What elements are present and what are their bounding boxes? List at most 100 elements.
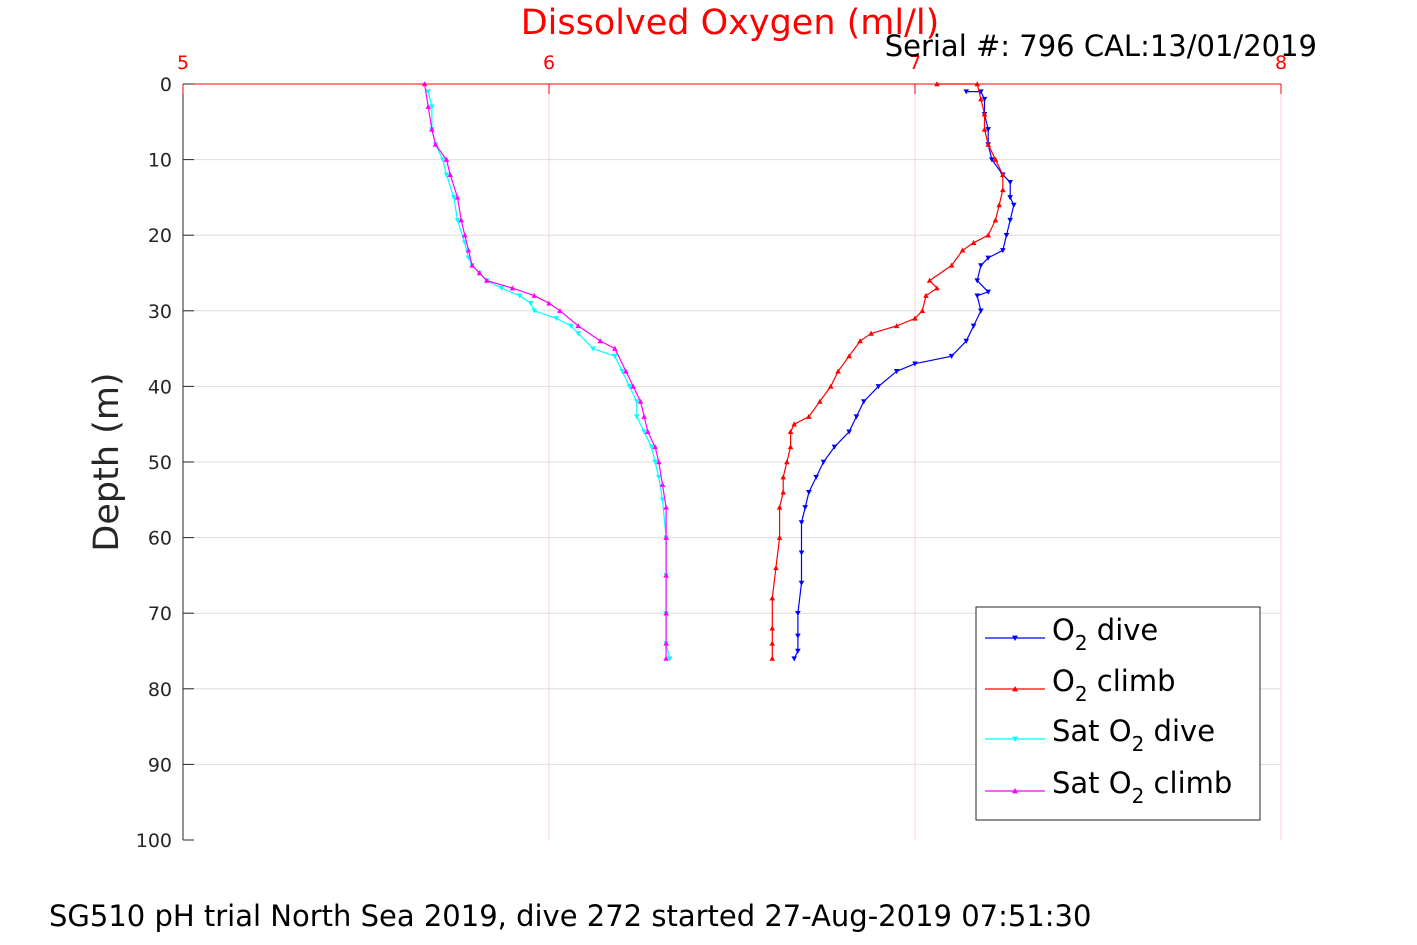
data-point [989,157,995,163]
data-point [948,262,955,268]
data-point [590,346,596,352]
data-point [612,345,618,351]
legend-swatch-marker [1012,635,1018,641]
data-point [623,368,629,374]
chart-title: Dissolved Oxygen (ml/l) [521,3,940,43]
data-point [787,444,794,450]
data-point [498,285,505,291]
data-point [919,308,926,314]
data-point [769,655,776,661]
data-point [912,361,918,367]
data-point [659,481,666,487]
data-point [798,550,805,556]
data-point [978,89,984,95]
y-tick-label: 60 [148,528,172,550]
data-point [963,338,970,344]
data-point [652,459,658,465]
data-point [641,413,647,419]
data-point [619,369,625,375]
series-3 [421,81,669,661]
data-point [776,534,783,540]
data-point [802,505,808,511]
data-point [776,504,783,510]
data-point [974,278,981,284]
y-axis-label: Depth (m) [87,372,127,551]
data-point [784,459,790,465]
data-point [853,414,860,420]
data-point [447,171,453,177]
data-point [791,656,798,662]
data-point [663,534,669,540]
data-point [769,625,776,631]
data-point [985,141,991,147]
data-point [831,444,838,450]
data-point [553,316,560,322]
data-point [828,383,834,389]
data-point [846,429,852,435]
series-2 [425,89,673,662]
data-point [926,277,933,283]
data-point [1007,180,1013,186]
data-point [1007,195,1013,201]
data-point [659,497,666,503]
data-point [835,368,841,374]
data-point [634,414,640,420]
legend-swatch-marker [1012,736,1018,742]
data-point [996,202,1002,208]
data-point [425,89,432,95]
data-point [769,595,776,601]
data-point [626,384,633,390]
y-tick-label: 40 [148,376,172,398]
data-point [641,429,647,435]
data-point [509,285,516,291]
y-tick-label: 100 [136,830,172,852]
data-point [857,338,863,344]
data-point [875,384,882,390]
data-point [780,474,787,480]
data-point [663,504,669,510]
data-point [440,157,446,163]
data-point [992,156,999,162]
data-point [637,398,644,404]
data-point [454,194,461,200]
data-point [652,444,658,450]
data-point [791,421,798,427]
data-point [645,428,651,434]
y-tick-label: 20 [148,225,172,247]
data-point [663,610,669,616]
data-point [469,262,475,268]
data-point [985,255,991,261]
data-point [429,126,435,132]
data-point [798,580,805,586]
data-point [985,289,991,295]
legend: O2 dive O2 climb Sat O2 dive Sat O2 climb [975,606,1261,821]
data-point [813,474,819,480]
data-point [963,89,970,95]
series-line [424,83,667,659]
data-point [981,126,988,132]
data-point [1000,187,1006,193]
data-point [817,398,823,404]
data-point [443,156,450,162]
legend-entry: Sat O2 dive [985,714,1215,756]
data-point [451,195,457,201]
y-tick-label: 50 [148,452,172,474]
data-point [934,285,940,291]
legend-entry: O2 climb [985,664,1176,706]
data-point [516,293,523,299]
data-point [893,369,900,375]
data-point [923,292,929,298]
data-point [557,308,563,314]
legend-label: Sat O2 climb [1052,766,1232,808]
data-point [798,520,805,526]
y-tick-label: 80 [148,679,172,701]
data-point [1000,171,1006,177]
data-point [959,247,966,253]
series-1 [769,81,1006,661]
data-point [795,648,801,654]
x-tick-label: 8 [1275,52,1287,74]
legend-label: Sat O2 dive [1052,714,1215,756]
data-point [820,459,827,465]
